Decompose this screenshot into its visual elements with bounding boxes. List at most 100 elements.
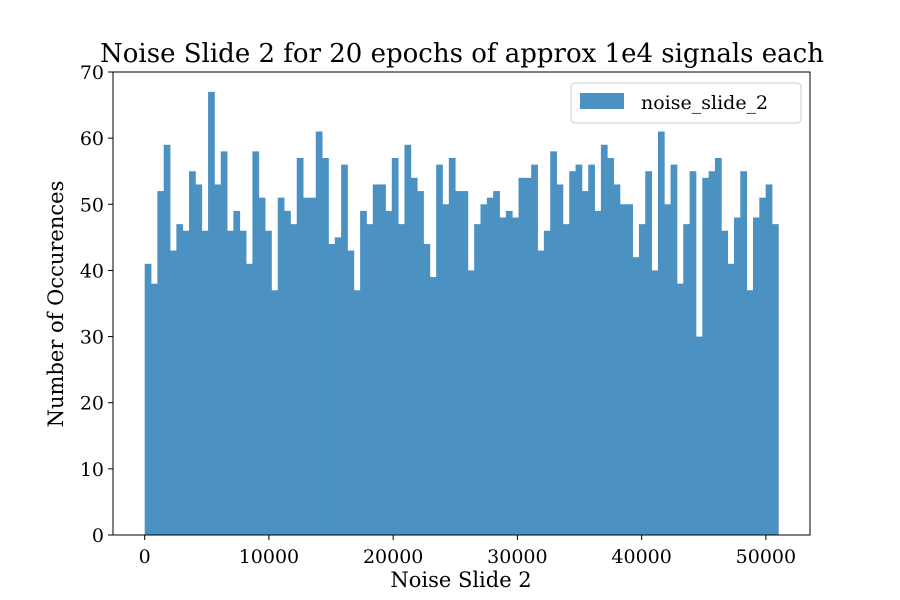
- histogram-bar: [645, 171, 652, 535]
- plot-frame: [112, 71, 811, 536]
- histogram-bar: [201, 230, 209, 536]
- histogram-bar: [334, 237, 342, 536]
- legend: noise_slide_2: [570, 82, 802, 124]
- x-tick-label: 0: [139, 546, 151, 568]
- histogram-bar: [512, 217, 519, 535]
- histogram-bar: [562, 224, 570, 535]
- histogram-bar: [372, 184, 380, 535]
- histogram-bar: [467, 270, 475, 535]
- histogram-bar: [195, 184, 203, 535]
- histogram-bar: [556, 184, 564, 535]
- histogram-bar: [246, 263, 253, 535]
- x-tick-label: 10000: [239, 546, 299, 568]
- histogram-bar: [657, 131, 665, 535]
- y-tick-label: 10: [80, 459, 104, 481]
- histogram-bar: [588, 164, 595, 535]
- histogram-bar: [689, 171, 697, 535]
- histogram-bar: [436, 164, 443, 535]
- histogram-bar: [227, 230, 234, 536]
- histogram-bar: [499, 217, 507, 535]
- y-tick-label: 60: [80, 128, 104, 150]
- histogram-bar: [594, 210, 602, 535]
- histogram-bar: [284, 210, 291, 535]
- histogram-bar: [303, 197, 310, 536]
- histogram-bar: [664, 204, 671, 536]
- x-tick-label: 30000: [487, 546, 547, 568]
- histogram-bar: [220, 151, 228, 535]
- histogram-bar: [163, 144, 171, 535]
- histogram-bar: [632, 257, 640, 535]
- y-tick-label: 50: [80, 194, 104, 216]
- y-tick-label: 40: [80, 260, 104, 282]
- histogram-bar: [144, 263, 152, 535]
- histogram-bar: [531, 164, 538, 535]
- histogram-bar: [208, 91, 215, 535]
- histogram-bar: [569, 171, 576, 535]
- histogram-bar: [391, 157, 399, 536]
- histogram-bar: [740, 171, 748, 535]
- histogram-bar: [239, 230, 247, 536]
- histogram-bar: [170, 250, 177, 535]
- histogram-bar: [176, 224, 184, 535]
- histogram-bar: [366, 224, 374, 535]
- histogram-bar: [423, 243, 431, 535]
- histogram-bar: [765, 184, 773, 535]
- histogram-bar: [581, 191, 589, 535]
- histogram-bar: [379, 184, 386, 535]
- histogram-bar: [448, 157, 456, 536]
- histogram-bar: [733, 217, 741, 535]
- histogram-bar: [290, 224, 298, 535]
- histogram-bar: [252, 151, 260, 535]
- histogram-bar: [410, 177, 418, 535]
- histogram-bar: [651, 270, 659, 535]
- histogram-bar: [702, 177, 710, 535]
- histogram-bar: [360, 210, 367, 535]
- histogram-bar: [214, 184, 222, 535]
- chart-title: Noise Slide 2 for 20 epochs of approx 1e…: [100, 39, 824, 69]
- x-axis-ticks: 0 10000 20000 30000 40000 50000: [139, 535, 796, 568]
- y-tick-label: 0: [92, 525, 104, 547]
- legend-swatch: [580, 93, 624, 109]
- histogram-bar: [353, 290, 361, 535]
- histogram-bar: [404, 144, 412, 535]
- histogram-bar: [771, 224, 779, 535]
- histogram-bar: [461, 191, 469, 535]
- histogram-bar: [455, 191, 462, 535]
- histogram-bar: [537, 250, 545, 535]
- histogram-bar: [721, 230, 729, 536]
- histogram-bar: [619, 204, 627, 536]
- y-tick-label: 70: [80, 62, 104, 84]
- histogram-bar: [315, 131, 323, 535]
- histogram-bar: [695, 336, 703, 535]
- x-tick-label: 40000: [611, 546, 671, 568]
- histogram-bar: [708, 171, 716, 535]
- histogram-bar: [398, 224, 405, 535]
- histogram-bar: [626, 204, 633, 536]
- x-tick-label: 20000: [363, 546, 423, 568]
- histogram-bar: [670, 164, 678, 535]
- histogram-bar: [524, 177, 532, 535]
- histogram-bar: [493, 191, 500, 535]
- histogram-bar: [518, 177, 526, 535]
- histogram-bar: [638, 224, 646, 535]
- histogram-bar: [442, 204, 450, 536]
- y-tick-label: 30: [80, 327, 104, 349]
- histogram-bar: [613, 184, 621, 535]
- histogram-bar: [480, 204, 488, 536]
- histogram-bar: [385, 210, 393, 535]
- histogram-bar: [341, 164, 348, 535]
- histogram-bar: [322, 157, 329, 536]
- bars-group: [144, 91, 779, 536]
- histogram-bar: [296, 157, 304, 536]
- histogram-bar: [607, 157, 614, 536]
- histogram-bar: [727, 263, 735, 535]
- y-axis-label: Number of Occurences: [44, 181, 68, 428]
- histogram-bar: [714, 157, 722, 536]
- histogram-bar: [683, 224, 691, 535]
- histogram-bar: [271, 290, 279, 535]
- histogram-bar: [417, 191, 424, 535]
- histogram-bar: [543, 230, 551, 536]
- histogram-bar: [151, 283, 158, 535]
- legend-label: noise_slide_2: [641, 92, 768, 114]
